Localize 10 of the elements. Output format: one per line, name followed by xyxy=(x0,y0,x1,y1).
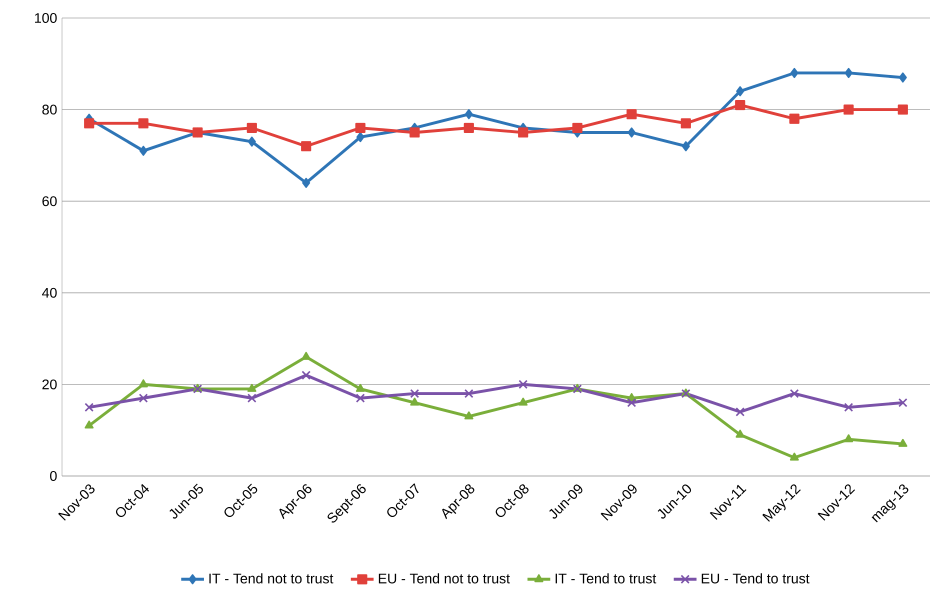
y-tick-label: 100 xyxy=(35,13,57,23)
legend-label: IT - Tend not to trust xyxy=(209,573,334,584)
legend-label: EU - Tend to trust xyxy=(702,573,810,584)
legend-label: EU - Tend not to trust xyxy=(378,573,510,584)
legend-label: IT - Tend to trust xyxy=(556,573,656,584)
y-tick-label: 40 xyxy=(42,288,57,298)
y-tick-label: 60 xyxy=(42,196,57,206)
y-tick-label: 0 xyxy=(50,471,57,481)
y-tick-label: 20 xyxy=(42,379,57,390)
y-tick-label: 80 xyxy=(42,104,57,115)
